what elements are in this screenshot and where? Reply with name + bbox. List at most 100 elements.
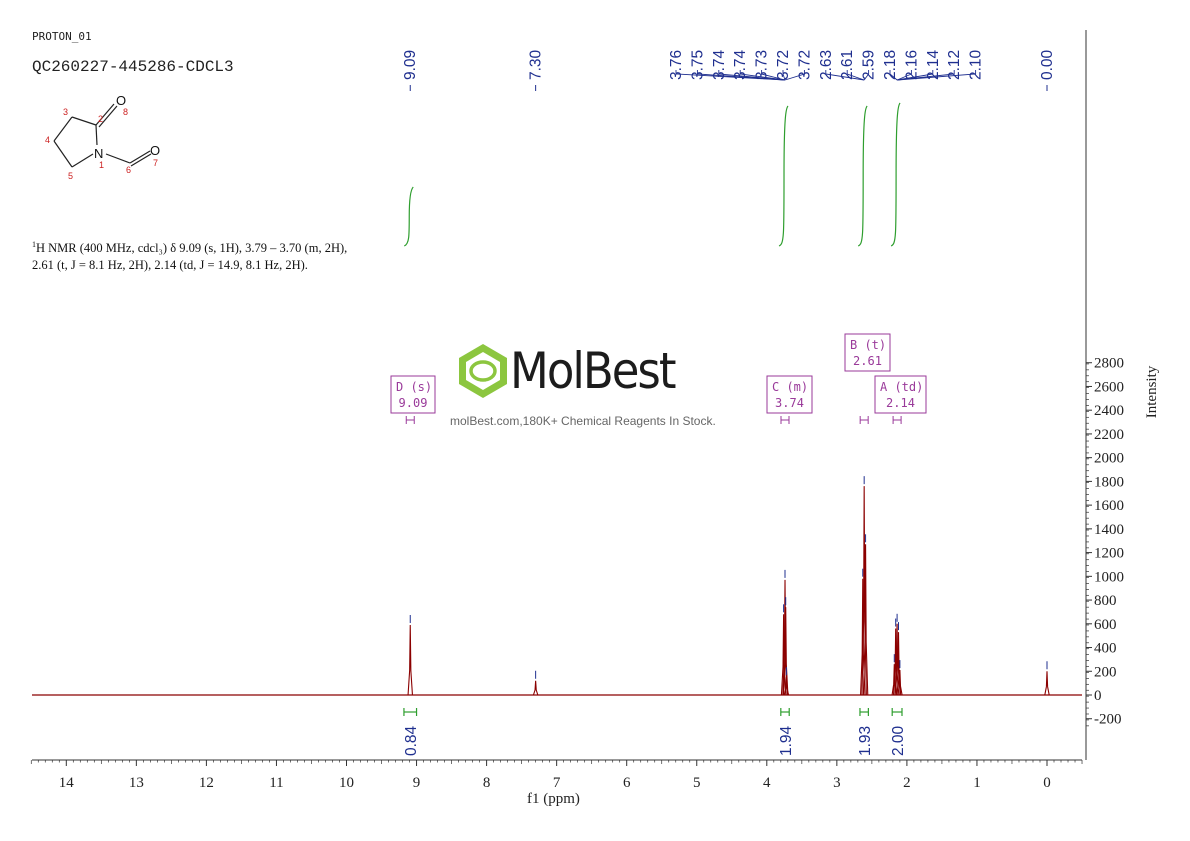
peak-label-connector — [897, 70, 955, 81]
peak-label-connector — [863, 70, 870, 81]
peak-label-fan: 2.12 — [946, 50, 963, 80]
y-tick-label: 1600 — [1094, 498, 1124, 514]
peak-label-connector — [897, 70, 977, 81]
molbest-logo-icon — [459, 344, 507, 398]
peak-label-connector — [825, 70, 865, 81]
experiment-name: PROTON_01 — [32, 30, 92, 43]
multiplet-box — [766, 375, 813, 414]
y-tick-label: 800 — [1094, 593, 1117, 609]
integral-value: 0.84 — [403, 725, 420, 756]
spectrum-peak — [783, 677, 790, 696]
integral-value: 1.93 — [857, 726, 874, 756]
peak-label-connector — [739, 70, 786, 81]
integral-curve — [778, 105, 789, 247]
atom-4-label: 4 — [45, 135, 50, 145]
x-tick-label: 5 — [693, 775, 701, 791]
peak-label-fan: 2.18 — [882, 50, 899, 80]
oxygen-7-label: O — [150, 143, 160, 158]
x-tick-label: 1 — [973, 775, 981, 791]
y-tick-label: 200 — [1094, 664, 1117, 680]
molecule-structure: 2 3 4 5 1 6 7 8 N O O — [45, 93, 160, 181]
spectrum-peak — [892, 628, 899, 696]
spectrum-peak — [894, 623, 900, 696]
multiplet-box — [844, 333, 891, 372]
peak-label-fan: 3.74 — [711, 49, 728, 80]
peak-label-fan: 2.59 — [861, 50, 878, 80]
atom-1-label: 1 — [99, 160, 104, 170]
x-tick-label: 4 — [763, 775, 771, 791]
peak-label-connector — [782, 70, 786, 81]
atom-5-label: 5 — [68, 171, 73, 181]
integral-curve — [890, 102, 901, 247]
peak-label-connector — [784, 70, 805, 81]
atom-8-label: 8 — [123, 107, 128, 117]
y-tick-label: -200 — [1094, 712, 1122, 728]
peak-label-fan: 2.61 — [839, 50, 856, 80]
multiplet-box — [390, 375, 436, 414]
nucleus-superscript: 1 — [32, 240, 36, 249]
x-tick-label: 9 — [413, 775, 421, 791]
multiplet-shift: 2.14 — [886, 396, 915, 410]
multiplet-label: D (s) — [396, 380, 432, 394]
integral-curve — [857, 105, 868, 247]
watermark-brand: MolBest — [510, 342, 676, 400]
y-tick-label: 1000 — [1094, 569, 1124, 585]
y-tick-label: 2400 — [1094, 403, 1124, 419]
peak-label-connector — [696, 70, 786, 81]
peak-label-connector — [718, 70, 786, 81]
x-tick-label: 11 — [269, 775, 283, 791]
x-tick-label: 2 — [903, 775, 911, 791]
peak-label-connector — [675, 70, 786, 81]
peak-label-9-09: 9.09 — [402, 50, 419, 80]
peak-label-fan: 2.63 — [818, 50, 835, 80]
atom-7-label: 7 — [153, 158, 158, 168]
y-tick-label: 1800 — [1094, 474, 1124, 490]
nmr-description-line1: H NMR (400 MHz, cdcl₃) δ 9.09 (s, 1H), 3… — [36, 241, 348, 256]
multiplet-shift: 9.09 — [399, 396, 428, 410]
peak-label-connector — [846, 70, 865, 81]
peak-label-connector — [897, 70, 934, 81]
integral-value: 2.00 — [890, 725, 907, 756]
multiplet-label: A (td) — [880, 380, 923, 394]
peak-label-connector — [761, 70, 786, 81]
oxygen-8-label: O — [116, 93, 126, 108]
x-tick-label: 14 — [59, 775, 75, 791]
integral-curve — [403, 186, 414, 247]
y-tick-label: 0 — [1094, 688, 1102, 704]
atom-3-label: 3 — [63, 107, 68, 117]
x-tick-label: 12 — [199, 775, 214, 791]
spectrum-peak — [1044, 671, 1050, 696]
sample-id: QC260227-445286-CDCL3 — [32, 58, 234, 76]
y-tick-label: 400 — [1094, 641, 1117, 657]
spectrum-peak — [407, 624, 413, 696]
peak-label-fan: 3.72 — [775, 50, 792, 80]
spectrum-peak — [862, 544, 869, 696]
x-tick-label: 13 — [129, 775, 144, 791]
y-tick-label: 2000 — [1094, 451, 1124, 467]
x-tick-label: 7 — [553, 775, 561, 791]
peak-label-fan: 3.75 — [689, 50, 706, 80]
multiplet-label: B (t) — [850, 338, 886, 352]
multiplet-shift: 3.74 — [775, 396, 804, 410]
peak-label-fan: 2.10 — [968, 49, 985, 80]
watermark-tagline: molBest.com,180K+ Chemical Reagents In S… — [450, 414, 716, 428]
multiplet-shift: 2.61 — [853, 354, 882, 368]
peak-label-7-30: 7.30 — [528, 49, 545, 80]
nmr-description-line2: 2.61 (t, J = 8.1 Hz, 2H), 2.14 (td, J = … — [32, 258, 308, 273]
y-tick-label: 600 — [1094, 617, 1117, 633]
integral-value: 1.94 — [778, 725, 795, 756]
peak-label-0-00: 0.00 — [1039, 49, 1056, 80]
peak-label-fan: 2.16 — [903, 50, 920, 80]
nmr-description: 1H NMR (400 MHz, cdcl₃) δ 9.09 (s, 1H), … — [32, 236, 392, 274]
peak-label-fan: 3.76 — [668, 50, 685, 80]
peak-label-fan: 2.14 — [925, 49, 942, 80]
y-tick-label: 2600 — [1094, 379, 1124, 395]
spectrum-peak — [897, 670, 903, 696]
x-tick-label: 3 — [833, 775, 841, 791]
spectrum-peak — [532, 680, 539, 696]
peak-label-fan: 3.73 — [754, 50, 771, 80]
atom-2-label: 2 — [98, 114, 103, 124]
x-axis-title: f1 (ppm) — [527, 791, 580, 807]
